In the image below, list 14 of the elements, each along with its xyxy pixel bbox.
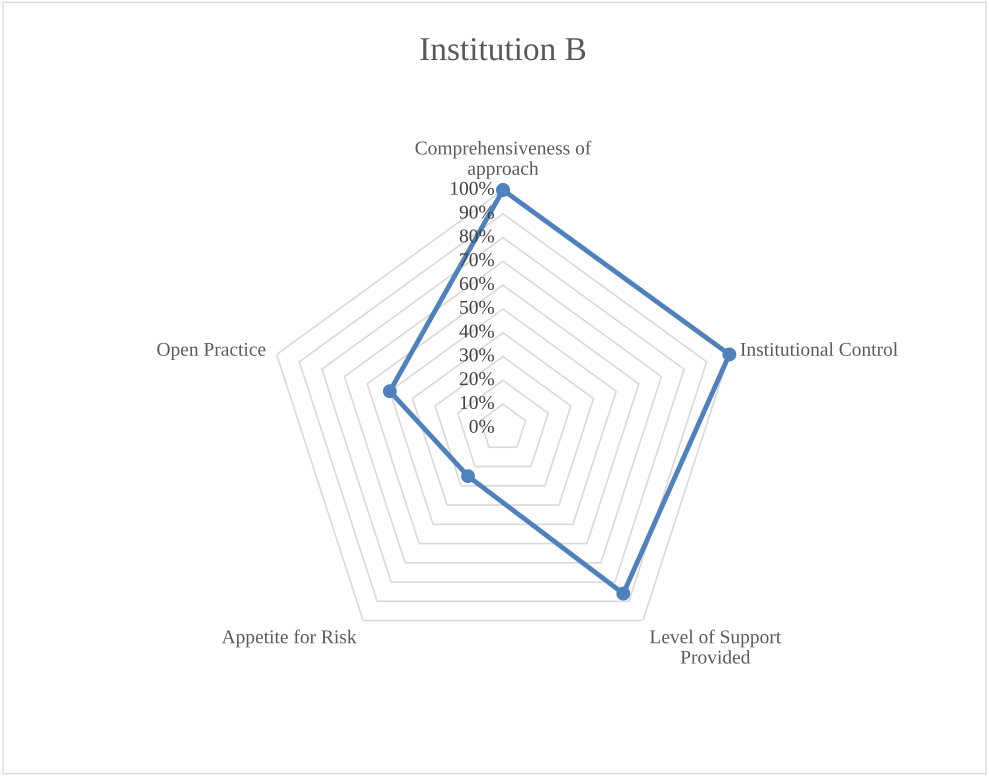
- y-tick-label: 100%: [451, 182, 494, 195]
- y-tick-label: 30%: [460, 348, 494, 362]
- spoke-label: Institutional Control: [740, 342, 898, 356]
- chart-title: Institution B: [420, 38, 586, 60]
- y-tick-label: 0%: [469, 420, 494, 433]
- spoke-label: Open Practice: [157, 342, 266, 360]
- spoke-label: Level of Support Provided: [650, 630, 782, 664]
- y-tick-label: 40%: [459, 324, 494, 338]
- y-tick-label: 50%: [460, 300, 494, 314]
- spoke-label: Comprehensiveness of approach: [416, 140, 592, 179]
- y-tick-label: 10%: [460, 396, 494, 410]
- y-tick-label: 60%: [460, 276, 494, 290]
- spoke-label: Appetite for Risk: [222, 630, 357, 648]
- y-tick-label: 20%: [460, 372, 494, 386]
